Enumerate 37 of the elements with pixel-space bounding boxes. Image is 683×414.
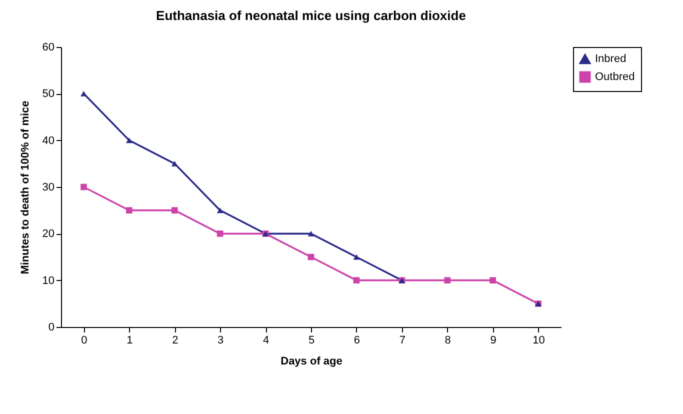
point (216, 208, 224, 214)
y-tick-label: 10 (42, 274, 54, 287)
point (126, 138, 132, 144)
legend-label: Outbred (595, 71, 635, 83)
point (490, 277, 496, 284)
x-tick-label: 10 (532, 334, 545, 346)
point (353, 277, 360, 284)
x-tick-label: 3 (218, 334, 224, 346)
y-axis-title: Minutes to death of 100% of mice (19, 100, 32, 274)
x-tick-label: 9 (490, 334, 496, 346)
x-axis-title: Days of age (280, 356, 342, 368)
point (216, 230, 224, 237)
x-tick-label: 7 (399, 334, 406, 346)
y-tick-label: 60 (42, 42, 54, 54)
x-tick-label: 6 (354, 334, 360, 346)
x-tick-label: 4 (262, 334, 270, 346)
point (171, 160, 178, 166)
point (126, 207, 132, 214)
point (80, 184, 87, 190)
y-tick-label: 40 (42, 134, 54, 147)
x-tick-label: 0 (81, 334, 88, 346)
y-tick-label: 20 (42, 228, 54, 240)
y-tick-label: 30 (42, 182, 54, 194)
point (353, 254, 360, 260)
point (308, 230, 314, 236)
point (308, 254, 314, 260)
x-tick-label: 1 (126, 334, 133, 346)
x-tick-label: 8 (444, 334, 451, 346)
point (80, 90, 87, 96)
point (171, 207, 178, 214)
chart-title: Euthanasia of neonatal mice using carbon dioxide (156, 8, 466, 23)
y-tick-label: 0 (48, 322, 54, 334)
legend-label: Inbred (595, 53, 626, 65)
point (444, 277, 451, 284)
y-tick-label: 50 (42, 88, 54, 100)
x-tick-label: 2 (172, 334, 178, 346)
x-tick-label: 5 (308, 334, 315, 346)
